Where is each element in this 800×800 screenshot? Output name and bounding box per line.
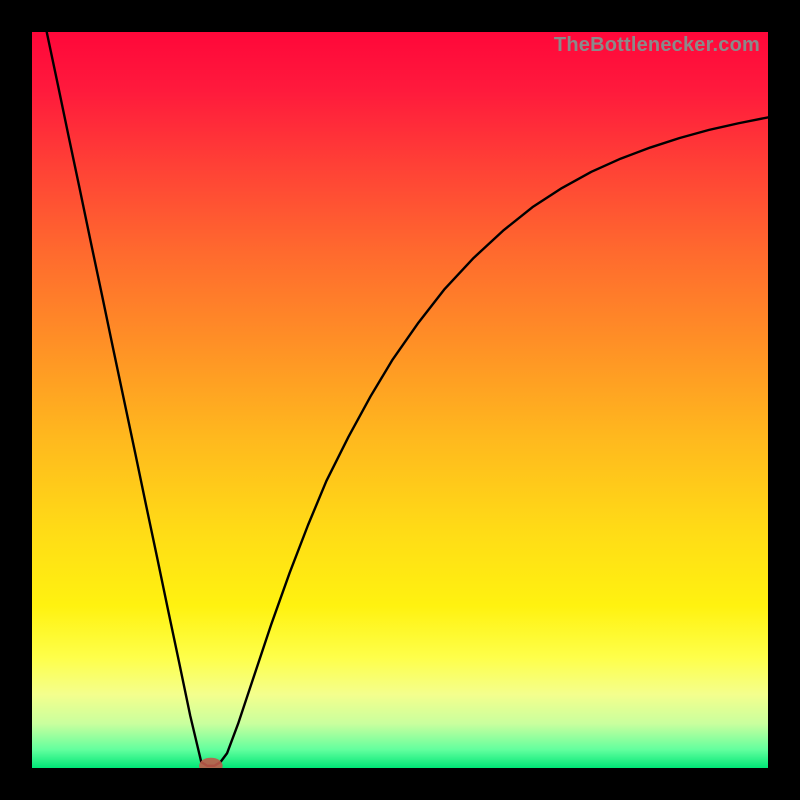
watermark-label: TheBottlenecker.com: [554, 34, 760, 57]
bottleneck-chart: [32, 32, 768, 768]
gradient-background: [32, 32, 768, 768]
chart-frame: TheBottlenecker.com: [0, 0, 800, 800]
